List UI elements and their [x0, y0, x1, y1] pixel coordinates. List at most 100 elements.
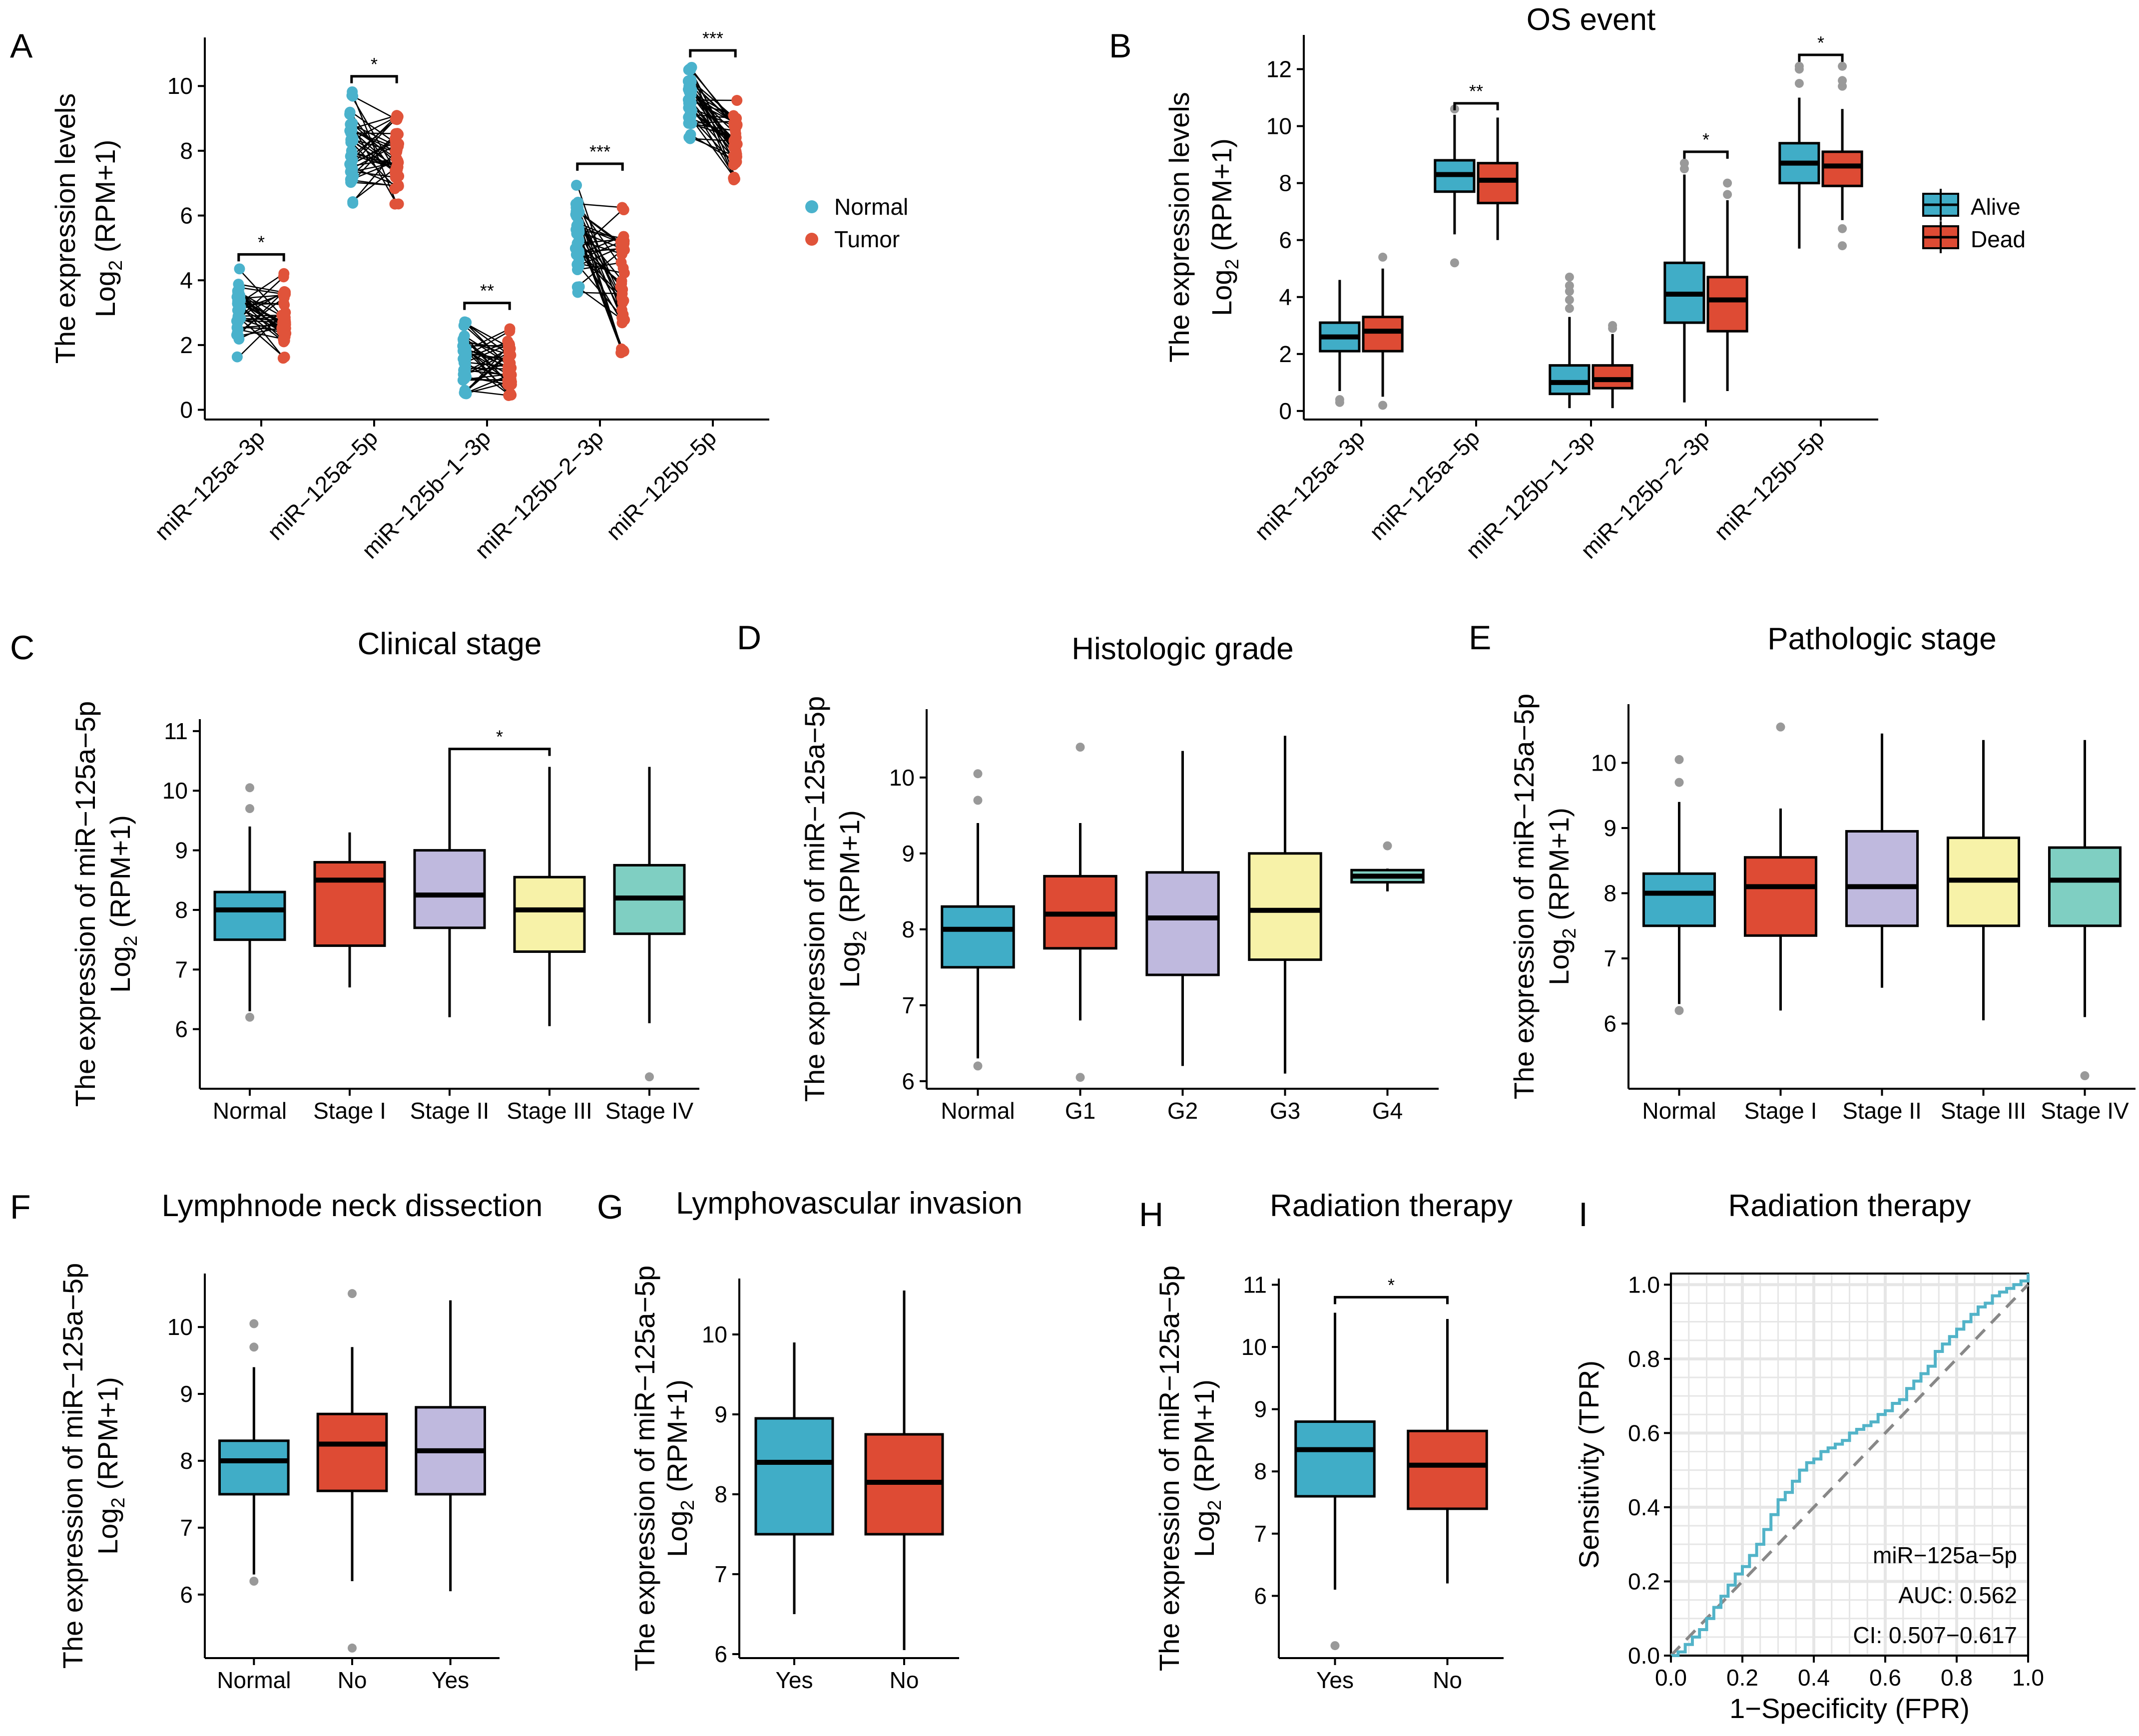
alive-box	[1434, 104, 1476, 268]
outlier-point	[1450, 258, 1459, 268]
tumor-point	[731, 95, 743, 106]
y-tick-label: 6	[180, 1582, 193, 1608]
roc-curve	[1671, 1274, 2030, 1657]
pair-line	[690, 113, 736, 119]
outlier-point	[245, 783, 254, 793]
x-tick-label: No	[338, 1667, 367, 1693]
x-tick-label: 0.0	[1655, 1665, 1687, 1691]
normal-point	[347, 86, 358, 97]
dead-box	[1592, 321, 1633, 409]
panel-letter: G	[597, 1188, 623, 1226]
tumor-point	[504, 326, 516, 337]
normal-point	[459, 331, 470, 342]
outlier-point	[249, 1342, 259, 1352]
y-axis-subtitle-rpm: (RPM+1)	[661, 1379, 693, 1500]
pair-line	[238, 312, 285, 358]
panel-c: C Clinical stage 6 7 8 9 10 11 The expression of…	[10, 627, 699, 1124]
box-0	[1642, 755, 1716, 1015]
x-tick-label: Stage III	[1941, 1098, 2026, 1124]
box-3	[1248, 736, 1322, 1074]
y-tick-label: 7	[1254, 1521, 1267, 1547]
y-tick-label: 6	[714, 1641, 727, 1667]
tumor-point	[617, 262, 629, 274]
significance-bracket	[1453, 102, 1499, 110]
normal-point	[231, 351, 243, 363]
pair-line	[351, 140, 397, 165]
iqr-box	[1706, 276, 1748, 333]
tumor-point	[389, 183, 401, 194]
iqr-box	[1477, 162, 1519, 205]
iqr-box	[2048, 846, 2122, 927]
outlier-point	[645, 1072, 654, 1082]
panel-title: Pathologic stage	[1767, 622, 1996, 656]
tumor-point	[731, 121, 742, 132]
normal-point	[345, 137, 357, 148]
y-axis-subtitle-log: Log	[1188, 1510, 1220, 1557]
y-tick-label: 7	[180, 1515, 193, 1541]
tumor-point	[391, 144, 403, 156]
tumor-point	[616, 202, 628, 213]
tumor-point	[617, 345, 628, 357]
outlier-point	[1838, 61, 1847, 71]
pair-line	[690, 122, 736, 139]
iqr-box	[1743, 856, 1818, 937]
tumor-point	[276, 310, 288, 321]
y-tick-label: 10	[1591, 750, 1616, 776]
outlier-point	[1723, 178, 1732, 188]
significance-label: *	[371, 54, 378, 74]
tumor-point	[617, 284, 628, 295]
roc-annotation: AUC: 0.562	[1898, 1582, 2017, 1608]
y-axis-subtitle-rpm: (RPM+1)	[89, 140, 121, 260]
tumor-point	[277, 353, 289, 364]
outlier-point	[1565, 281, 1574, 290]
box-1	[864, 1291, 944, 1650]
iqr-box	[513, 875, 586, 953]
pair-line	[351, 142, 398, 189]
pair-line	[351, 117, 398, 166]
pair-line	[238, 283, 284, 293]
y-tick-label: 6	[1604, 1010, 1616, 1036]
y-axis-subtitle-sub: 2	[850, 930, 871, 941]
tumor-point	[278, 271, 289, 283]
y-tick-label: 10	[702, 1321, 727, 1347]
iqr-box	[1407, 1429, 1488, 1510]
panel-d: D Histologic grade 6 7 8 9 10 The expression of…	[737, 619, 1439, 1124]
tumor-point	[728, 172, 739, 184]
x-tick-label: Stage I	[1744, 1098, 1817, 1124]
normal-point	[683, 97, 694, 109]
outlier-point	[348, 1289, 357, 1299]
panel-title: Histologic grade	[1071, 632, 1294, 666]
outlier-point	[1794, 78, 1804, 88]
alive-box	[1319, 280, 1361, 407]
y-axis-subtitle-rpm: (RPM+1)	[1206, 138, 1237, 259]
pair-line	[464, 390, 510, 397]
pair-line	[577, 203, 623, 208]
x-tick-label: Normal	[213, 1098, 287, 1124]
pair-line	[238, 315, 284, 322]
y-axis-subtitle-sub: 2	[1222, 259, 1243, 269]
legend-tumor-marker	[805, 233, 818, 246]
pair-line	[464, 373, 510, 381]
pair-line	[464, 367, 510, 370]
x-tick-label: miR−125a−3p	[1249, 425, 1370, 545]
tumor-point	[502, 379, 514, 391]
pair-line	[351, 124, 398, 205]
y-tick-label: 4	[1279, 284, 1292, 310]
y-tick-label: 9	[902, 841, 915, 867]
pair-line	[690, 136, 736, 157]
x-tick-label: 1.0	[2012, 1665, 2044, 1691]
pair-line	[238, 301, 285, 359]
pair-line	[238, 293, 284, 311]
normal-point	[232, 311, 244, 322]
x-tick-label: miR−125a−5p	[262, 425, 383, 545]
dead-box	[1821, 61, 1863, 251]
iqr-box	[1248, 852, 1322, 961]
significance-bracket	[576, 162, 624, 171]
outlier-point	[249, 1319, 259, 1328]
y-tick-label: 0.6	[1628, 1420, 1660, 1446]
x-tick-label: 0.4	[1798, 1665, 1830, 1691]
panel-title: Radiation therapy	[1728, 1189, 1971, 1223]
x-tick-label: Stage III	[507, 1098, 592, 1124]
x-tick-label: miR−125b−5p	[1709, 425, 1829, 545]
y-axis-subtitle-log: Log	[834, 941, 865, 987]
